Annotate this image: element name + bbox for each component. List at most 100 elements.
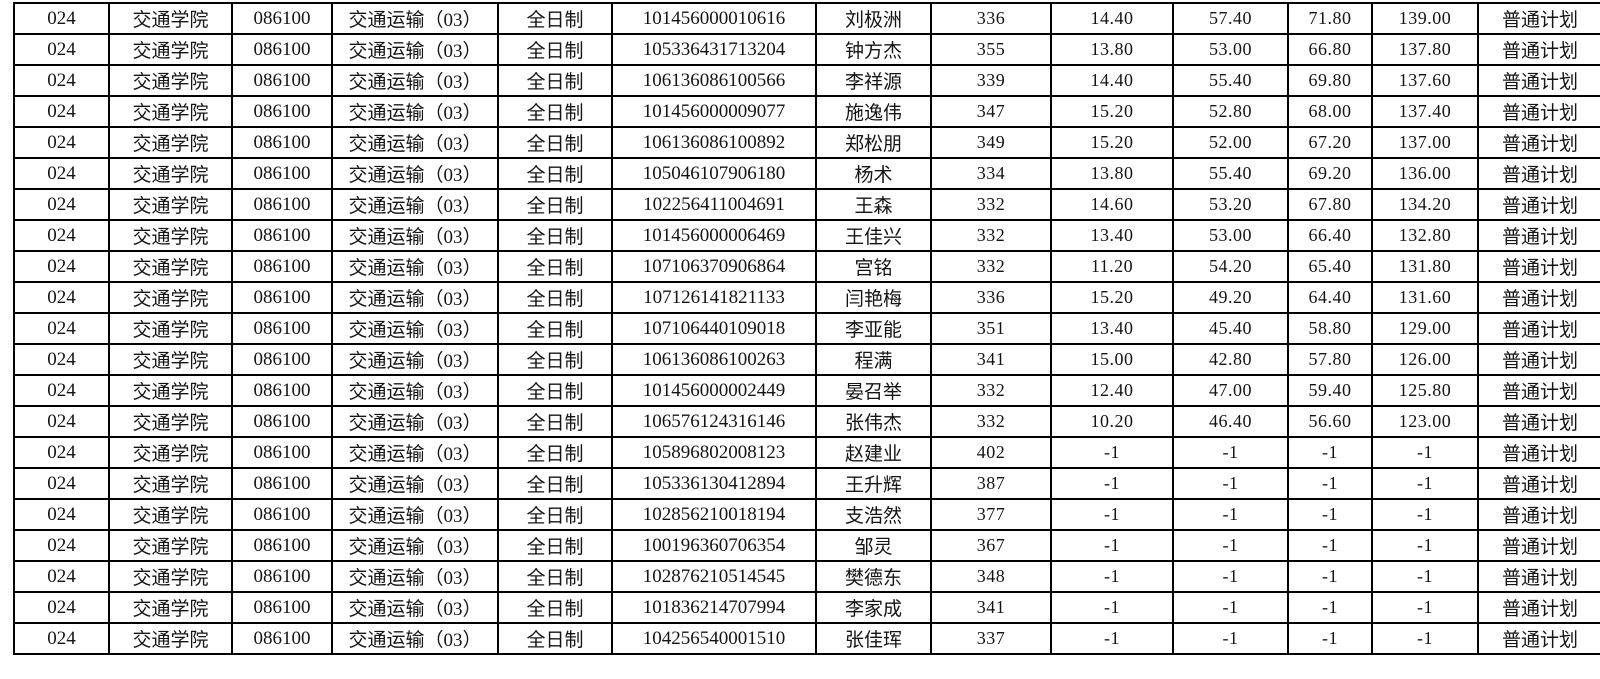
cell-plan-type: 普通计划 — [1477, 498, 1600, 531]
cell-initial-score: 332 — [930, 405, 1052, 438]
table-row: 024 交通学院 086100 交通运输（03） 全日制 105896802008123 赵… — [13, 436, 1600, 469]
cell-score-3: 69.80 — [1287, 64, 1373, 97]
cell-major-direction: 交通运输（03） — [331, 2, 499, 35]
cell-major-direction: 交通运输（03） — [331, 529, 499, 562]
cell-name: 王森 — [815, 188, 932, 221]
cell-candidate-id: 106136086100892 — [611, 126, 817, 159]
cell-score-2: 46.40 — [1172, 405, 1289, 438]
cell-dept-code: 024 — [13, 95, 110, 128]
cell-score-4: 134.20 — [1371, 188, 1479, 221]
cell-college: 交通学院 — [108, 281, 233, 314]
table-row: 024 交通学院 086100 交通运输（03） 全日制 101456000010616 刘… — [13, 2, 1600, 35]
cell-name: 赵建业 — [815, 436, 932, 469]
cell-score-4: 137.60 — [1371, 64, 1479, 97]
cell-major-direction: 交通运输（03） — [331, 157, 499, 190]
cell-score-3: 67.20 — [1287, 126, 1373, 159]
cell-candidate-id: 101836214707994 — [611, 591, 817, 624]
cell-study-mode: 全日制 — [497, 622, 613, 655]
cell-major-code: 086100 — [231, 343, 333, 376]
cell-major-direction: 交通运输（03） — [331, 343, 499, 376]
cell-major-direction: 交通运输（03） — [331, 622, 499, 655]
cell-college: 交通学院 — [108, 529, 233, 562]
cell-name: 支浩然 — [815, 498, 932, 531]
cell-score-1: 15.20 — [1050, 95, 1174, 128]
cell-initial-score: 332 — [930, 188, 1052, 221]
cell-study-mode: 全日制 — [497, 219, 613, 252]
cell-score-4: 126.00 — [1371, 343, 1479, 376]
cell-score-4: 132.80 — [1371, 219, 1479, 252]
cell-score-2: 42.80 — [1172, 343, 1289, 376]
table-row: 024 交通学院 086100 交通运输（03） 全日制 107106440109018 李… — [13, 312, 1600, 345]
cell-candidate-id: 104256540001510 — [611, 622, 817, 655]
cell-major-code: 086100 — [231, 250, 333, 283]
cell-score-2: 45.40 — [1172, 312, 1289, 345]
cell-candidate-id: 106576124316146 — [611, 405, 817, 438]
cell-score-3: 67.80 — [1287, 188, 1373, 221]
cell-plan-type: 普通计划 — [1477, 33, 1600, 66]
cell-score-1: 13.80 — [1050, 33, 1174, 66]
cell-major-direction: 交通运输（03） — [331, 188, 499, 221]
cell-candidate-id: 101456000002449 — [611, 374, 817, 407]
cell-dept-code: 024 — [13, 64, 110, 97]
cell-study-mode: 全日制 — [497, 126, 613, 159]
cell-score-1: 15.20 — [1050, 281, 1174, 314]
cell-initial-score: 351 — [930, 312, 1052, 345]
cell-initial-score: 336 — [930, 281, 1052, 314]
cell-score-4: -1 — [1371, 529, 1479, 562]
cell-major-code: 086100 — [231, 33, 333, 66]
admission-score-table: 024 交通学院 086100 交通运输（03） 全日制 101456000010616 刘… — [13, 2, 1600, 655]
cell-major-direction: 交通运输（03） — [331, 498, 499, 531]
table-row: 024 交通学院 086100 交通运输（03） 全日制 105336431713204 钟… — [13, 33, 1600, 66]
cell-score-4: 139.00 — [1371, 2, 1479, 35]
cell-plan-type: 普通计划 — [1477, 126, 1600, 159]
cell-name: 李亚能 — [815, 312, 932, 345]
cell-initial-score: 341 — [930, 591, 1052, 624]
cell-initial-score: 337 — [930, 622, 1052, 655]
cell-college: 交通学院 — [108, 405, 233, 438]
cell-initial-score: 355 — [930, 33, 1052, 66]
cell-dept-code: 024 — [13, 2, 110, 35]
cell-plan-type: 普通计划 — [1477, 2, 1600, 35]
cell-major-code: 086100 — [231, 95, 333, 128]
cell-score-1: 10.20 — [1050, 405, 1174, 438]
cell-score-4: 131.80 — [1371, 250, 1479, 283]
cell-name: 李祥源 — [815, 64, 932, 97]
cell-score-3: 66.40 — [1287, 219, 1373, 252]
cell-major-direction: 交通运输（03） — [331, 405, 499, 438]
table-row: 024 交通学院 086100 交通运输（03） 全日制 100196360706354 邹… — [13, 529, 1600, 562]
table-row: 024 交通学院 086100 交通运输（03） 全日制 101456000002449 晏… — [13, 374, 1600, 407]
cell-college: 交通学院 — [108, 157, 233, 190]
table-row: 024 交通学院 086100 交通运输（03） 全日制 101456000006469 王… — [13, 219, 1600, 252]
cell-score-1: -1 — [1050, 467, 1174, 500]
cell-major-direction: 交通运输（03） — [331, 95, 499, 128]
cell-plan-type: 普通计划 — [1477, 95, 1600, 128]
cell-candidate-id: 101456000010616 — [611, 2, 817, 35]
cell-study-mode: 全日制 — [497, 560, 613, 593]
cell-initial-score: 348 — [930, 560, 1052, 593]
cell-dept-code: 024 — [13, 219, 110, 252]
cell-score-4: 129.00 — [1371, 312, 1479, 345]
cell-study-mode: 全日制 — [497, 529, 613, 562]
cell-score-2: 49.20 — [1172, 281, 1289, 314]
cell-initial-score: 341 — [930, 343, 1052, 376]
cell-major-code: 086100 — [231, 219, 333, 252]
cell-college: 交通学院 — [108, 250, 233, 283]
cell-name: 宫铭 — [815, 250, 932, 283]
cell-score-1: -1 — [1050, 529, 1174, 562]
cell-plan-type: 普通计划 — [1477, 250, 1600, 283]
cell-major-code: 086100 — [231, 498, 333, 531]
cell-initial-score: 367 — [930, 529, 1052, 562]
cell-major-direction: 交通运输（03） — [331, 250, 499, 283]
cell-score-3: 64.40 — [1287, 281, 1373, 314]
cell-name: 刘极洲 — [815, 2, 932, 35]
cell-major-code: 086100 — [231, 281, 333, 314]
table-row: 024 交通学院 086100 交通运输（03） 全日制 101456000009077 施… — [13, 95, 1600, 128]
cell-score-1: 15.00 — [1050, 343, 1174, 376]
cell-study-mode: 全日制 — [497, 405, 613, 438]
cell-initial-score: 339 — [930, 64, 1052, 97]
cell-name: 钟方杰 — [815, 33, 932, 66]
table-row: 024 交通学院 086100 交通运输（03） 全日制 105046107906180 杨… — [13, 157, 1600, 190]
cell-score-1: -1 — [1050, 498, 1174, 531]
cell-name: 程满 — [815, 343, 932, 376]
cell-study-mode: 全日制 — [497, 498, 613, 531]
